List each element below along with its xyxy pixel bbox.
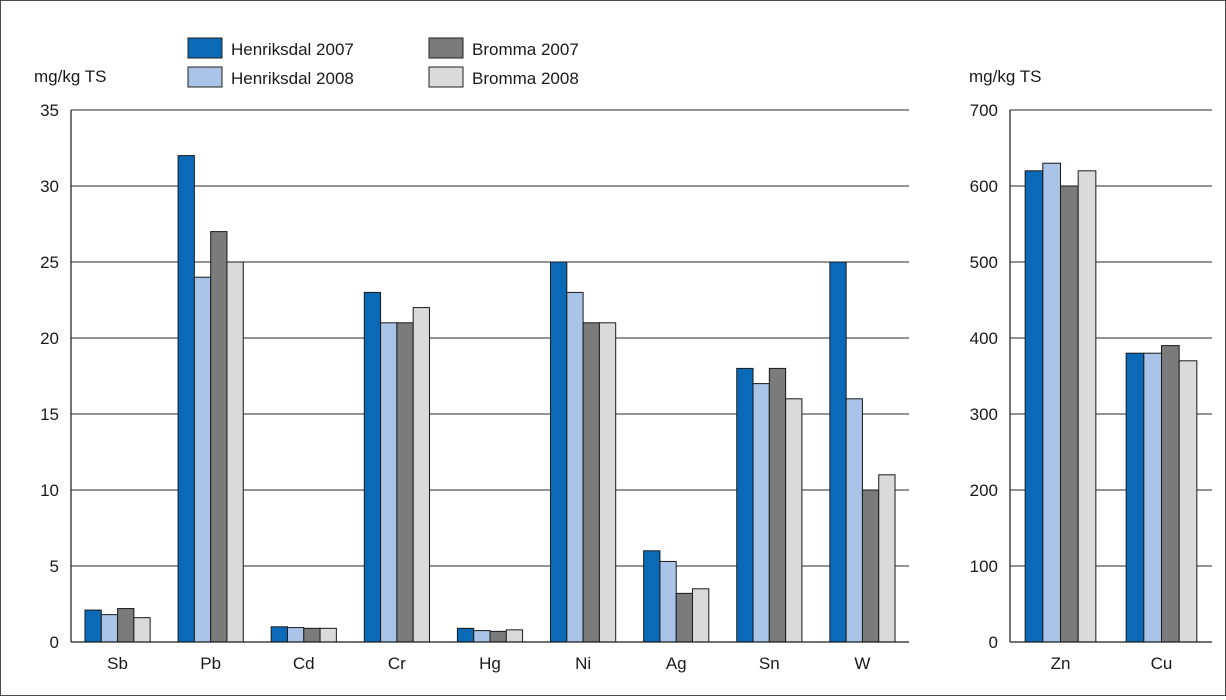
x-tick-label-w: W: [854, 654, 870, 673]
bar-ni-bromma-2007: [582, 322, 600, 643]
y-tick-label-0: 0: [50, 633, 59, 652]
x-tick-label-ni: Ni: [575, 654, 591, 673]
bar-sn-henriksdal-2007: [736, 367, 754, 643]
bar-cr-henriksdal-2007: [363, 291, 382, 643]
bar-cd-henriksdal-2008: [286, 627, 305, 643]
y-tick-label-25: 25: [40, 253, 59, 272]
legend-label-bromma-2008: Bromma 2008: [472, 69, 579, 88]
y-axis-unit: mg/kg TS: [34, 67, 106, 86]
bar-zn-henriksdal-2008: [1042, 162, 1061, 643]
bar-ni-bromma-2008: [598, 322, 617, 643]
bar-pb-bromma-2008: [226, 261, 244, 643]
bar-ag-henriksdal-2008: [659, 560, 677, 643]
bar-pb-henriksdal-2007: [177, 155, 195, 643]
bar-cd-henriksdal-2007: [270, 626, 288, 643]
y-tick-label-600: 600: [970, 177, 998, 196]
legend-swatch-henriksdal-2008: [187, 66, 223, 88]
bar-sb-bromma-2007: [117, 608, 135, 643]
bar-cd-bromma-2007: [303, 627, 321, 643]
y-tick-label-500: 500: [970, 253, 998, 272]
bar-ag-bromma-2007: [675, 592, 694, 643]
x-tick-label-pb: Pb: [200, 654, 221, 673]
bar-ni-henriksdal-2007: [550, 261, 568, 643]
bar-hg-bromma-2007: [489, 630, 507, 643]
bar-sb-bromma-2008: [133, 617, 151, 643]
y-axis-unit: mg/kg TS: [969, 67, 1041, 86]
bar-ag-bromma-2008: [692, 588, 710, 643]
legend-swatch-bromma-2008: [428, 66, 464, 88]
y-tick-label-200: 200: [970, 481, 998, 500]
bar-sb-henriksdal-2008: [100, 614, 119, 643]
x-tick-label-sn: Sn: [759, 654, 780, 673]
bar-zn-henriksdal-2007: [1024, 170, 1044, 643]
bar-cr-bromma-2008: [412, 307, 430, 643]
legend-label-bromma-2007: Bromma 2007: [472, 40, 579, 59]
bar-cu-bromma-2007: [1161, 345, 1180, 643]
bar-pb-bromma-2007: [210, 231, 228, 643]
y-tick-label-0: 0: [989, 633, 998, 652]
x-tick-label-zn: Zn: [1051, 654, 1071, 673]
y-tick-label-10: 10: [40, 481, 59, 500]
bar-cu-henriksdal-2007: [1125, 352, 1145, 643]
y-tick-label-20: 20: [40, 329, 59, 348]
bar-cu-henriksdal-2008: [1143, 352, 1162, 643]
bar-w-henriksdal-2007: [829, 261, 847, 643]
bar-w-bromma-2007: [861, 489, 880, 643]
y-tick-label-15: 15: [40, 405, 59, 424]
bar-cu-bromma-2008: [1178, 360, 1198, 643]
bar-pb-henriksdal-2008: [193, 276, 212, 643]
bar-zn-bromma-2008: [1077, 170, 1097, 643]
y-tick-label-300: 300: [970, 405, 998, 424]
x-tick-label-cr: Cr: [388, 654, 406, 673]
x-tick-label-hg: Hg: [479, 654, 501, 673]
bar-hg-henriksdal-2008: [473, 630, 491, 643]
y-tick-label-700: 700: [970, 101, 998, 120]
bar-w-henriksdal-2008: [845, 398, 863, 643]
x-tick-label-ag: Ag: [666, 654, 687, 673]
bar-sn-henriksdal-2008: [752, 383, 770, 643]
y-tick-label-5: 5: [50, 557, 59, 576]
bar-sb-henriksdal-2007: [84, 609, 102, 643]
legend: Henriksdal 2007 Henriksdal 2008 Bromma 200…: [187, 37, 579, 88]
bar-cd-bromma-2008: [319, 627, 337, 643]
x-tick-label-cd: Cd: [293, 654, 315, 673]
y-tick-label-400: 400: [970, 329, 998, 348]
bar-sn-bromma-2008: [785, 398, 803, 643]
bar-sn-bromma-2007: [768, 367, 787, 643]
y-tick-label-100: 100: [970, 557, 998, 576]
legend-swatch-bromma-2007: [428, 37, 464, 59]
x-tick-label-sb: Sb: [107, 654, 128, 673]
legend-swatch-henriksdal-2007: [187, 37, 223, 59]
legend-label-henriksdal-2008: Henriksdal 2008: [231, 69, 354, 88]
y-tick-label-35: 35: [40, 101, 59, 120]
bar-cr-bromma-2007: [396, 322, 414, 643]
bar-ni-henriksdal-2008: [566, 291, 584, 643]
metals-chart-left: 0 5 10 15 20 25 30 35 mg/kg TS Sb Pb Cd Cr Hg Ni Ag Sn W: [34, 67, 909, 673]
bar-ag-henriksdal-2007: [643, 550, 661, 643]
bar-zn-bromma-2007: [1060, 185, 1079, 643]
bar-hg-henriksdal-2007: [456, 627, 475, 643]
bar-cr-henriksdal-2008: [380, 322, 398, 643]
legend-label-henriksdal-2007: Henriksdal 2007: [231, 40, 354, 59]
y-tick-label-30: 30: [40, 177, 59, 196]
x-tick-label-cu: Cu: [1151, 654, 1173, 673]
metals-chart-right: 0 100 200 300 400 500 600 700 mg/kg TS Zn Cu: [969, 67, 1212, 673]
bar-hg-bromma-2008: [505, 629, 524, 643]
bar-w-bromma-2008: [878, 474, 896, 643]
